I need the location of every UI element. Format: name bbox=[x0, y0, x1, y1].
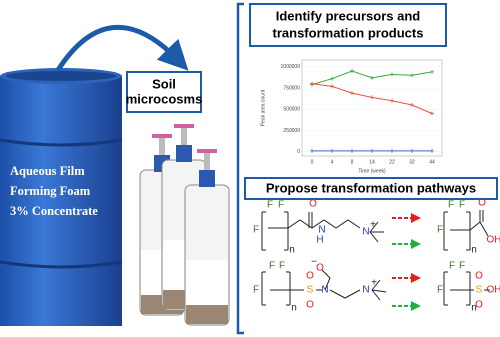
y-tick-label: 1000000 bbox=[281, 64, 301, 70]
atom-label: F bbox=[253, 285, 259, 296]
atom-label: n bbox=[471, 245, 477, 256]
atom-label: O bbox=[306, 271, 314, 282]
atom-label: N bbox=[362, 285, 369, 296]
x-tick-label: 44 bbox=[429, 159, 435, 165]
point bbox=[390, 148, 394, 153]
identify-label: transformation products bbox=[273, 25, 424, 40]
point bbox=[370, 148, 374, 153]
x-tick-label: 0 bbox=[311, 159, 314, 165]
point bbox=[410, 148, 414, 153]
microcosm-label: microcosms bbox=[126, 91, 203, 106]
atom-label: F bbox=[459, 261, 465, 272]
atom-label: F bbox=[267, 200, 273, 211]
point bbox=[370, 75, 374, 80]
y-tick-label: 750000 bbox=[283, 85, 300, 91]
point bbox=[370, 95, 374, 100]
atom-label: O bbox=[316, 263, 324, 274]
x-axis-label: Time (week) bbox=[358, 168, 386, 174]
identify-label: Identify precursors and bbox=[276, 8, 421, 23]
barrel-label: Aqueous Film bbox=[10, 164, 85, 178]
atom-label: OH bbox=[487, 235, 500, 246]
point bbox=[430, 111, 434, 116]
identify-box bbox=[249, 3, 447, 47]
atom-label: F bbox=[269, 261, 275, 272]
pathway-box bbox=[244, 177, 498, 200]
y-tick-label: 0 bbox=[297, 149, 300, 155]
atom-label: S bbox=[476, 285, 483, 296]
atom-label: n bbox=[289, 245, 295, 256]
pathway-title: Propose transformation pathways bbox=[266, 180, 476, 195]
atom-label: F bbox=[459, 200, 465, 211]
point bbox=[310, 81, 314, 86]
y-tick-label: 250000 bbox=[283, 128, 300, 134]
point bbox=[350, 91, 354, 96]
atom-label: N bbox=[321, 285, 328, 296]
microcosm-label: Soil bbox=[152, 76, 176, 91]
point bbox=[330, 84, 334, 89]
point bbox=[390, 72, 394, 77]
atom-label: F bbox=[253, 225, 259, 236]
atom-label: H bbox=[316, 235, 323, 246]
point bbox=[390, 98, 394, 103]
atom-label: O bbox=[306, 300, 314, 311]
x-tick-label: 8 bbox=[351, 159, 354, 165]
point bbox=[430, 148, 434, 153]
atom-label: F bbox=[448, 200, 454, 211]
x-tick-label: 4 bbox=[331, 159, 334, 165]
point bbox=[310, 148, 314, 153]
bracket bbox=[236, 2, 244, 335]
bottles bbox=[139, 124, 230, 326]
atom-label: O bbox=[309, 199, 317, 210]
point bbox=[410, 73, 414, 78]
x-tick-label: 22 bbox=[389, 159, 395, 165]
atom-label: F bbox=[437, 285, 443, 296]
point bbox=[350, 69, 354, 74]
atom-label: F bbox=[279, 261, 285, 272]
atom-label: n bbox=[471, 303, 477, 314]
point bbox=[350, 148, 354, 153]
atom-label: F bbox=[278, 200, 284, 211]
bonds bbox=[261, 210, 490, 306]
arrow bbox=[55, 24, 189, 72]
atom-label: N bbox=[318, 225, 325, 236]
atom-label: − bbox=[311, 257, 317, 268]
y-tick-label: 500000 bbox=[283, 107, 300, 113]
y-axis-label: Peak area count bbox=[260, 89, 266, 126]
atom-label: N bbox=[362, 227, 369, 238]
point bbox=[330, 76, 334, 81]
atom-label: OH bbox=[487, 285, 500, 296]
point bbox=[330, 148, 334, 153]
atom-label: F bbox=[437, 225, 443, 236]
reaction-arrows bbox=[392, 213, 421, 311]
atom-label: + bbox=[371, 278, 377, 289]
point bbox=[430, 69, 434, 74]
microcosm-box bbox=[126, 71, 202, 113]
atom-label: F bbox=[449, 261, 455, 272]
barrel bbox=[0, 68, 123, 326]
atom-label: S bbox=[307, 285, 314, 296]
atom-label: n bbox=[291, 303, 297, 314]
atom-label: + bbox=[370, 220, 376, 231]
atom-label: O bbox=[475, 271, 483, 282]
atom-label: O bbox=[475, 300, 483, 311]
plot-frame bbox=[301, 59, 443, 157]
x-tick-label: 32 bbox=[409, 159, 415, 165]
point bbox=[410, 103, 414, 108]
barrel-label: 3% Concentrate bbox=[10, 204, 98, 218]
barrel-label: Forming Foam bbox=[10, 184, 91, 198]
x-tick-label: 14 bbox=[369, 159, 375, 165]
atom-label: O bbox=[478, 198, 486, 209]
